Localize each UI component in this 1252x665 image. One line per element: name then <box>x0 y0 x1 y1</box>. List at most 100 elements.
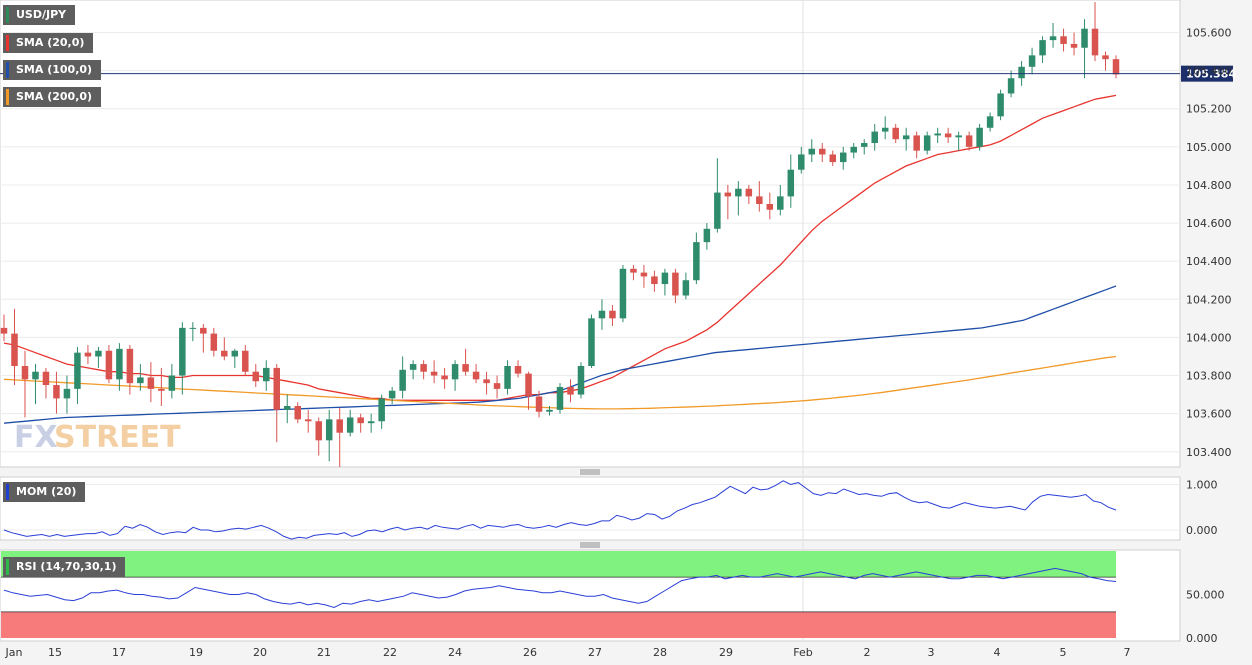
candle-body <box>609 310 616 319</box>
rsi-zones <box>1 551 1116 638</box>
sma100-swatch <box>6 62 9 78</box>
candle <box>902 127 910 151</box>
candle <box>451 360 459 391</box>
candle-body <box>923 135 931 151</box>
candle <box>923 131 931 155</box>
momentum-tick-label: 0.000 <box>1186 524 1218 537</box>
candle-body <box>336 419 343 433</box>
sma100-label[interactable]: SMA (100,0) <box>3 60 102 80</box>
candle <box>367 413 375 433</box>
sma200-label[interactable]: SMA (200,0) <box>3 87 102 107</box>
candle <box>808 139 816 163</box>
candle <box>745 184 753 205</box>
candle-body <box>839 152 847 163</box>
candle-body <box>525 373 532 397</box>
candle-body <box>955 135 962 138</box>
candle <box>525 371 532 410</box>
candle <box>483 371 490 395</box>
price-axis: 105.600 105.400 105.200 105.000 104.800 104.6… <box>1186 26 1232 458</box>
candle-body <box>787 169 795 197</box>
candle-body <box>619 268 627 319</box>
candle-body <box>304 419 312 422</box>
candle-body <box>11 333 18 366</box>
rsi-tick-label: 50.000 <box>1186 589 1225 602</box>
candle <box>1091 2 1099 62</box>
candle-body <box>871 131 878 144</box>
candle-body <box>766 204 774 210</box>
candle <box>53 371 60 414</box>
candle-body <box>388 390 396 399</box>
candle-body <box>420 364 427 372</box>
candle-body <box>829 154 837 163</box>
candle-body <box>126 348 134 384</box>
candle-body <box>693 242 700 281</box>
candle <box>514 360 522 378</box>
candle-body <box>74 352 81 389</box>
candle <box>619 264 627 323</box>
candle-body <box>976 127 983 147</box>
candle <box>504 360 511 395</box>
sma20-label[interactable]: SMA (20,0) <box>3 33 94 53</box>
candle-body <box>189 327 197 329</box>
rsi-axis: 50.000 0.000 <box>1186 589 1225 646</box>
candle <box>766 192 774 220</box>
candle <box>892 123 899 144</box>
symbol-label[interactable]: USD/JPY <box>3 5 76 25</box>
candle <box>934 127 941 144</box>
time-tick-label: 5 <box>1060 646 1067 659</box>
rsi-swatch <box>6 559 9 575</box>
candle <box>168 364 176 399</box>
candle <box>430 360 438 384</box>
candle-body <box>745 188 753 197</box>
candle <box>32 364 39 405</box>
candle <box>409 360 417 380</box>
candle <box>735 181 742 216</box>
candle <box>116 343 123 391</box>
candle-body <box>598 310 606 319</box>
candle <box>493 375 501 399</box>
candle-body <box>892 127 899 140</box>
candle <box>850 143 857 159</box>
candle-body <box>105 350 113 380</box>
candle <box>357 413 364 433</box>
candle <box>588 314 595 368</box>
candle-body <box>651 276 658 285</box>
candle <box>976 123 983 151</box>
candle <box>242 345 249 376</box>
candle <box>388 386 396 405</box>
candle-body <box>1070 43 1078 48</box>
momentum-grid <box>0 483 1180 531</box>
candle-body <box>273 367 281 410</box>
time-tick-label: 28 <box>653 646 667 659</box>
candle-body <box>514 365 522 374</box>
candle-body <box>997 93 1004 117</box>
candle <box>651 270 658 292</box>
momentum-label[interactable]: MOM (20) <box>3 482 86 502</box>
candle-body <box>630 268 637 273</box>
panel-splitter-handle[interactable] <box>580 469 600 475</box>
price-tick-label: 105.200 <box>1186 103 1232 116</box>
candle <box>881 116 889 140</box>
candle <box>147 362 155 403</box>
sma20-text: SMA (20,0) <box>16 36 85 49</box>
candle <box>441 367 448 389</box>
candle-body <box>367 421 375 424</box>
candle-body <box>283 406 291 410</box>
candle <box>829 150 837 166</box>
candle-body <box>965 135 973 147</box>
candle-body <box>451 364 459 380</box>
panel-splitter-handle[interactable] <box>580 542 600 548</box>
candle-body <box>357 417 364 424</box>
fxstreet-watermark: FX STREET <box>14 420 181 455</box>
time-tick-label: 15 <box>48 646 62 659</box>
last-price-badge <box>1181 65 1233 82</box>
candle <box>955 131 962 151</box>
price-tick-label: 104.800 <box>1186 179 1232 192</box>
rsi-label[interactable]: RSI (14,70,30,1) <box>3 557 126 577</box>
candle-body <box>168 375 176 391</box>
candle-body <box>63 388 71 399</box>
candle-body <box>672 272 679 296</box>
candle-body <box>315 421 322 441</box>
candle-body <box>137 377 144 384</box>
